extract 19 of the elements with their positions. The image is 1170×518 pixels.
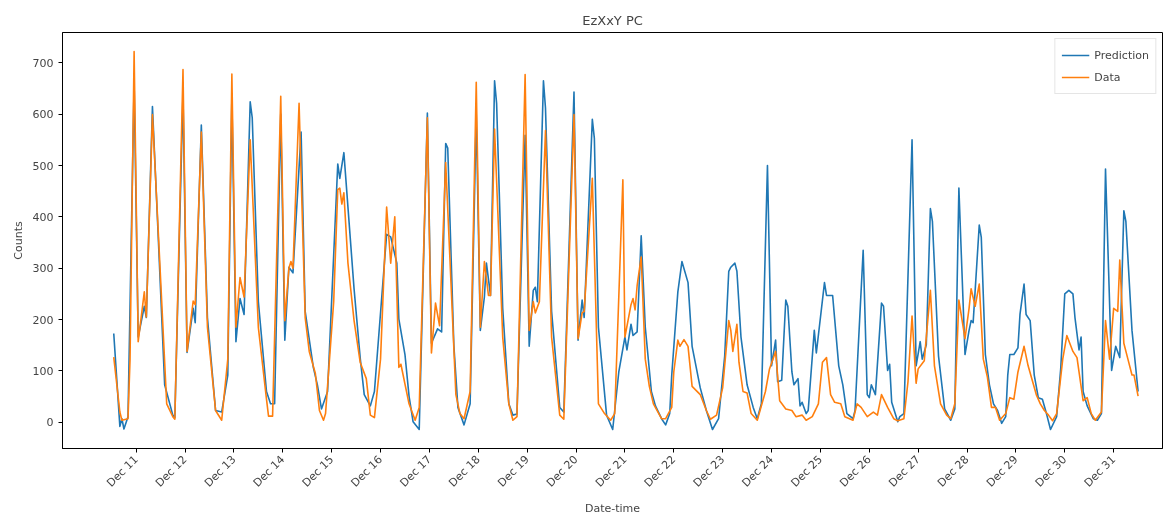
x-tick-label: Dec 15 <box>299 452 337 490</box>
x-axis-title: Date-time <box>584 502 641 516</box>
legend-label: Prediction <box>1094 48 1149 62</box>
y-tick-label: 100 <box>32 364 54 378</box>
y-tick-label: 200 <box>32 313 54 327</box>
x-tick-label: Dec 12 <box>153 452 190 490</box>
x-tick-label: Dec 13 <box>201 452 239 490</box>
y-tick-label: 300 <box>32 262 54 276</box>
chart-title: EzXxY PC <box>582 12 643 28</box>
y-tick-label: 500 <box>32 159 54 173</box>
x-tick-label: Dec 14 <box>250 452 288 490</box>
legend-label: Data <box>1094 70 1121 84</box>
x-tick-label: Dec 16 <box>348 452 386 490</box>
y-tick-label: 0 <box>46 416 54 430</box>
y-tick-label: 400 <box>32 210 54 224</box>
y-tick-label: 600 <box>32 108 54 122</box>
x-tick-label: Dec 11 <box>104 452 141 490</box>
y-tick-label: 700 <box>32 56 54 70</box>
y-axis-title: Counts <box>11 221 25 260</box>
